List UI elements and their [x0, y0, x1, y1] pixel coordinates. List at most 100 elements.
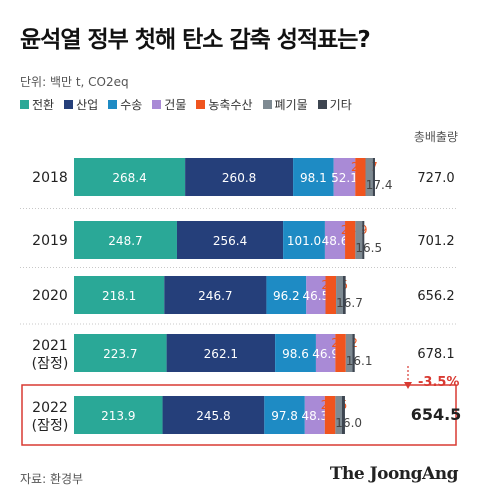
data-label: 46.9 [312, 347, 339, 361]
data-label: 16.7 [336, 296, 363, 310]
legend-label: 농축수산 [208, 98, 253, 112]
bar-segment [293, 158, 334, 196]
bar-segment [304, 396, 325, 434]
bar-segment [324, 396, 336, 434]
bar-segment [162, 396, 265, 434]
legend-item: 전환 [20, 96, 54, 113]
category-label: 2022 (잠정) [32, 400, 69, 434]
legend-swatch [262, 100, 272, 109]
legend-item: 기타 [317, 96, 352, 113]
bar-segment [74, 158, 186, 196]
data-label: 97.8 [271, 409, 298, 423]
bar-segment [74, 276, 165, 314]
data-label: 52.1 [331, 171, 358, 185]
legend-swatch [20, 100, 29, 109]
bar-segment [166, 334, 276, 372]
data-label: 17.4 [366, 178, 393, 192]
data-label: 213.9 [101, 409, 135, 423]
bar-segment [365, 158, 373, 196]
legend-item: 농축수산 [196, 96, 253, 113]
data-label: 245.8 [196, 409, 230, 423]
category-label-line: (잠정) [32, 356, 69, 372]
legend-label: 전환 [32, 98, 55, 112]
data-label: 256.4 [213, 234, 247, 248]
brand-logo: The JoongAng [329, 464, 459, 484]
bar-segment [355, 221, 363, 259]
bar-segment [325, 276, 337, 314]
bar-segment [355, 158, 366, 196]
data-label: 223.7 [103, 347, 137, 361]
bar-segment [306, 276, 326, 314]
data-label: 46.5 [303, 289, 330, 303]
highlight-box [21, 384, 457, 446]
data-label: 48.6 [322, 234, 349, 248]
category-label: 2021 (잠정) [32, 338, 69, 372]
data-label: 16.5 [355, 241, 382, 255]
legend-label: 폐기물 [274, 98, 308, 112]
total-value: 656.2 [417, 289, 454, 304]
bar-segment [176, 221, 284, 259]
legend-item: 수송 [108, 96, 142, 113]
data-label: 98.6 [282, 347, 309, 361]
legend-label: 산업 [76, 98, 99, 112]
category-label: 2018 [32, 170, 68, 186]
data-label: 260.8 [222, 171, 256, 185]
bar-segment [324, 221, 346, 259]
category-label-line: 2022 [32, 400, 68, 416]
total-value: 654.5 [411, 405, 462, 424]
legend-swatch [317, 100, 327, 109]
data-label: 218.1 [102, 289, 136, 303]
bar-segment [315, 334, 336, 372]
data-label: 98.1 [300, 171, 327, 185]
bar-segment [333, 158, 356, 196]
change-arrow-head [404, 382, 412, 389]
total-value: 727.0 [417, 171, 454, 186]
change-label: -3.5% [418, 375, 459, 390]
bar-segment [345, 334, 353, 372]
data-label: 268.4 [112, 171, 146, 185]
bar-segment [342, 276, 346, 314]
bar-segment [362, 221, 365, 259]
legend-swatch [64, 100, 74, 109]
bar-segment [185, 158, 294, 196]
legend-swatch [196, 100, 206, 109]
bar-segment [336, 276, 343, 314]
legend-swatch [152, 100, 162, 109]
bar-segment [74, 334, 167, 372]
data-label: 96.2 [273, 289, 300, 303]
legend-label: 건물 [164, 98, 187, 112]
bar-segment [266, 276, 307, 314]
bar-segment [341, 396, 345, 434]
data-label: 16.0 [335, 416, 362, 430]
legend-label: 기타 [329, 98, 352, 112]
category-label: 2019 [32, 233, 68, 249]
legend-item: 산업 [64, 96, 98, 113]
data-label: 248.7 [108, 234, 142, 248]
legend-swatch [108, 100, 118, 109]
bar-segment [335, 334, 346, 372]
bar-segment [283, 221, 325, 259]
legend-label: 수송 [120, 98, 143, 112]
bar-segment [264, 396, 305, 434]
bar-segment [352, 334, 355, 372]
bar-segment [275, 334, 316, 372]
bar-segment [345, 221, 356, 259]
total-header: 총배출량 [413, 130, 458, 144]
data-label: 262.1 [204, 347, 238, 361]
bar-segment [372, 158, 375, 196]
category-label-line: (잠정) [32, 418, 69, 434]
category-label: 2020 [32, 288, 68, 304]
data-label: 48.3 [301, 409, 328, 423]
data-label: 16.1 [346, 354, 373, 368]
bar-segment [335, 396, 342, 434]
unit-label: 단위: 백만 t, CO2eq [20, 75, 129, 89]
bar-segment [164, 276, 267, 314]
legend-item: 폐기물 [262, 96, 308, 113]
legend-item: 건물 [152, 96, 186, 113]
total-value: 678.1 [417, 347, 454, 362]
source-label: 자료: 환경부 [20, 472, 84, 486]
total-value: 701.2 [417, 234, 454, 249]
page-title: 윤석열 정부 첫해 탄소 감축 성적표는? [20, 27, 371, 53]
data-label: 101.0 [287, 234, 321, 248]
